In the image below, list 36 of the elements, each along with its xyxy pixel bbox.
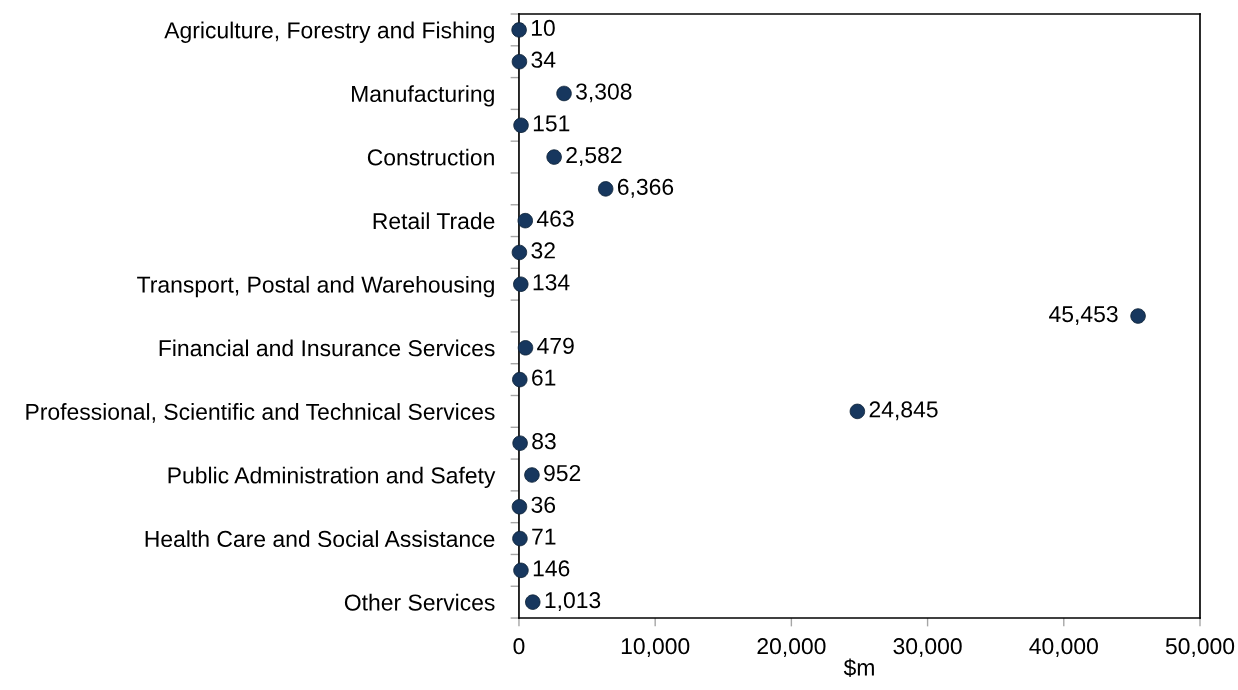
x-tick-label: 10,000 [621,638,690,658]
data-label: 479 [537,337,574,354]
data-label: 134 [533,274,570,291]
data-label: 32 [531,242,555,259]
data-label: 45,453 [1049,305,1118,325]
y-tick-label: Manufacturing [352,85,494,107]
data-label: 146 [533,560,570,577]
y-tick-label: Transport, Postal and Warehousing [137,275,494,298]
y-tick-label: Other Services [344,593,495,611]
data-label: 34 [531,51,556,68]
x-tick-label: 50,000 [1165,638,1235,658]
data-label: 83 [532,433,556,450]
data-label: 2,582 [566,146,622,166]
y-tick-label: Financial and Insurance Services [159,339,495,357]
data-label: 6,366 [617,178,674,198]
y-tick-label: Professional, Scientific and Technical Services [26,403,495,423]
y-tick-label: Agriculture, Forestry and Fishing [164,21,494,43]
x-axis-title: $m [843,658,874,678]
data-label: 952 [544,464,581,482]
data-label: 3,308 [576,83,632,103]
x-tick-label: 40,000 [1029,638,1098,658]
data-label: 463 [536,210,574,227]
data-label: 151 [533,115,570,132]
y-tick-label: Public Administration and Safety [168,466,496,489]
data-label: 10 [531,19,555,37]
data-label: 24,845 [869,401,938,421]
x-tick-label: 20,000 [757,638,826,658]
data-label: 36 [531,496,556,513]
x-tick-label: 0 [513,638,525,655]
data-label: 1,013 [545,592,601,611]
data-label: 61 [532,369,556,386]
data-label: 71 [532,528,556,545]
y-tick-label: Retail Trade [373,212,495,230]
y-tick-label: Health Care and Social Assistance [145,530,495,548]
x-tick-label: 30,000 [893,638,962,658]
y-tick-label: Construction [367,148,494,166]
